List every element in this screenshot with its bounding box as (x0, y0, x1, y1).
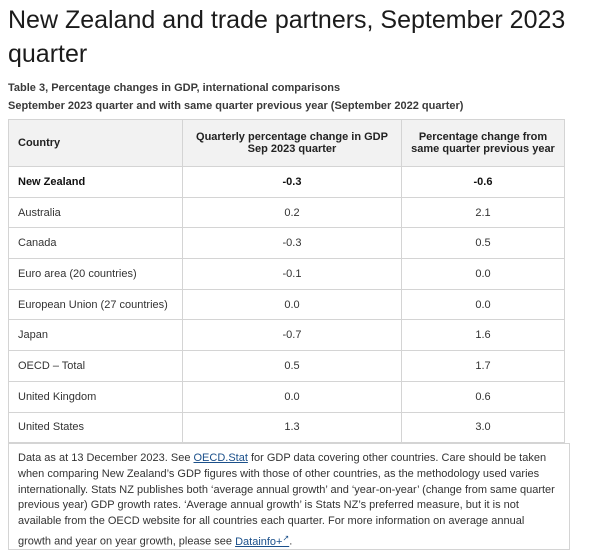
column-header-annual-change: Percentage change from same quarter prev… (401, 119, 565, 167)
quarterly-change-cell: 0.0 (182, 288, 402, 321)
table-row: Japan -0.7 1.6 (8, 319, 565, 352)
table-row: United States 1.3 3.0 (8, 411, 565, 444)
table-footnote: Data as at 13 December 2023. See OECD.St… (8, 443, 570, 550)
country-cell: United Kingdom (8, 380, 183, 413)
annual-change-cell: 0.0 (401, 288, 565, 321)
page-title: New Zealand and trade partners, Septembe… (8, 6, 566, 68)
table-row: OECD – Total 0.5 1.7 (8, 350, 565, 382)
annual-change-cell: 3.0 (401, 411, 565, 444)
table-row: United Kingdom 0.0 0.6 (8, 380, 565, 413)
footnote-text: Data as at 13 December 2023. See (18, 452, 194, 464)
table-header-row: Country Quarterly percentage change in G… (8, 119, 565, 167)
annual-change-cell: 1.7 (401, 350, 565, 382)
table-row: New Zealand -0.3 -0.6 (8, 166, 565, 198)
quarterly-change-cell: -0.3 (182, 166, 402, 198)
quarterly-change-cell: -0.3 (182, 227, 402, 260)
table-row: Euro area (20 countries) -0.1 0.0 (8, 258, 565, 290)
table-row: Canada -0.3 0.5 (8, 227, 565, 260)
table-subcaption: September 2023 quarter and with same qua… (8, 100, 464, 112)
quarterly-change-cell: 0.0 (182, 380, 402, 413)
country-cell: European Union (27 countries) (8, 288, 183, 321)
table-row: Australia 0.2 2.1 (8, 196, 565, 229)
annual-change-cell: -0.6 (401, 166, 565, 198)
country-cell: Australia (8, 196, 183, 229)
table-row: European Union (27 countries) 0.0 0.0 (8, 288, 565, 321)
quarterly-change-cell: 1.3 (182, 411, 402, 444)
annual-change-cell: 0.6 (401, 380, 565, 413)
oecd-stat-link[interactable]: OECD.Stat (193, 452, 248, 464)
annual-change-cell: 1.6 (401, 319, 565, 352)
annual-change-cell: 0.5 (401, 227, 565, 260)
country-cell: United States (8, 411, 183, 444)
country-cell: Japan (8, 319, 183, 352)
gdp-comparison-table: Country Quarterly percentage change in G… (8, 119, 565, 444)
country-cell: New Zealand (8, 166, 183, 198)
column-header-quarterly-change: Quarterly percentage change in GDP Sep 2… (182, 119, 402, 167)
footnote-text: . (289, 535, 293, 548)
external-link-icon: ↗ (282, 532, 290, 542)
quarterly-change-cell: -0.1 (182, 258, 402, 290)
annual-change-cell: 2.1 (401, 196, 565, 229)
annual-change-cell: 0.0 (401, 258, 565, 290)
country-cell: Canada (8, 227, 183, 260)
quarterly-change-cell: 0.5 (182, 350, 402, 382)
quarterly-change-cell: -0.7 (182, 319, 402, 352)
country-cell: Euro area (20 countries) (8, 258, 183, 290)
table-caption: Table 3, Percentage changes in GDP, inte… (8, 82, 341, 94)
column-header-country: Country (8, 119, 183, 167)
datainfo-link[interactable]: Datainfo+↗ (235, 532, 290, 548)
country-cell: OECD – Total (8, 350, 183, 382)
datainfo-link-label: Datainfo+ (235, 535, 283, 548)
quarterly-change-cell: 0.2 (182, 196, 402, 229)
footnote-text: for GDP data covering other countries. C… (18, 452, 555, 548)
